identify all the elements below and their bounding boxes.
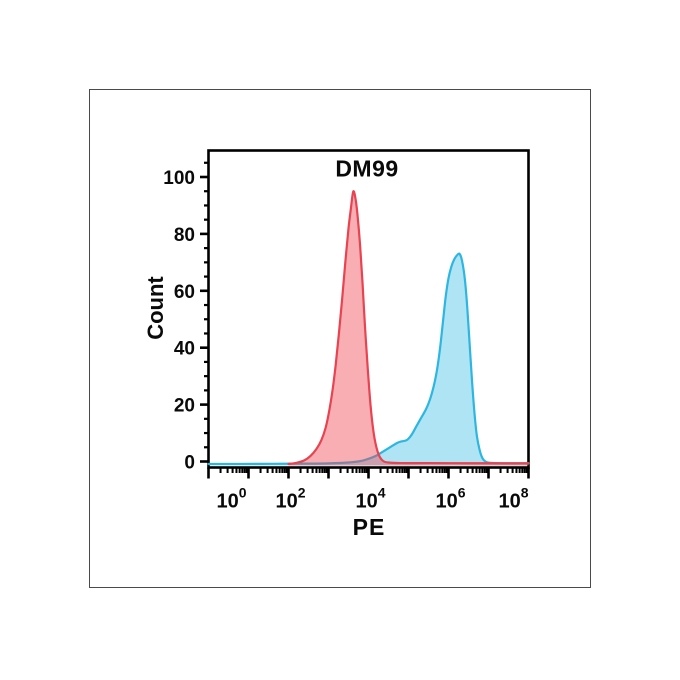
red-histogram-fill xyxy=(288,191,529,466)
x-tick-label: 106 xyxy=(435,485,465,513)
y-tick-label: 40 xyxy=(174,339,195,360)
flow-cytometry-histogram: 0 20 40 60 80 100 100 102 104 106 108 xyxy=(163,149,530,513)
x-axis-label: PE xyxy=(352,514,386,540)
y-tick-label: 80 xyxy=(174,225,195,246)
y-tick-label: 20 xyxy=(174,396,195,417)
x-tick-label: 104 xyxy=(355,485,385,513)
y-tick-label: 0 xyxy=(184,453,195,474)
cyan-histogram-fill xyxy=(208,253,529,466)
x-tick-label: 100 xyxy=(216,485,246,513)
axis-ticks xyxy=(200,161,530,479)
figure-frame: 0 20 40 60 80 100 100 102 104 106 108 DM99 Count P… xyxy=(89,89,591,588)
y-axis-label: Count xyxy=(143,276,168,340)
cyan-histogram-outline xyxy=(207,252,530,466)
chart-title: DM99 xyxy=(335,155,399,182)
x-tick-label: 102 xyxy=(275,485,305,513)
x-tick-label: 108 xyxy=(498,485,528,513)
y-tick-label: 60 xyxy=(174,282,195,303)
red-histogram-outline xyxy=(287,190,530,466)
y-tick-label: 100 xyxy=(163,168,195,189)
